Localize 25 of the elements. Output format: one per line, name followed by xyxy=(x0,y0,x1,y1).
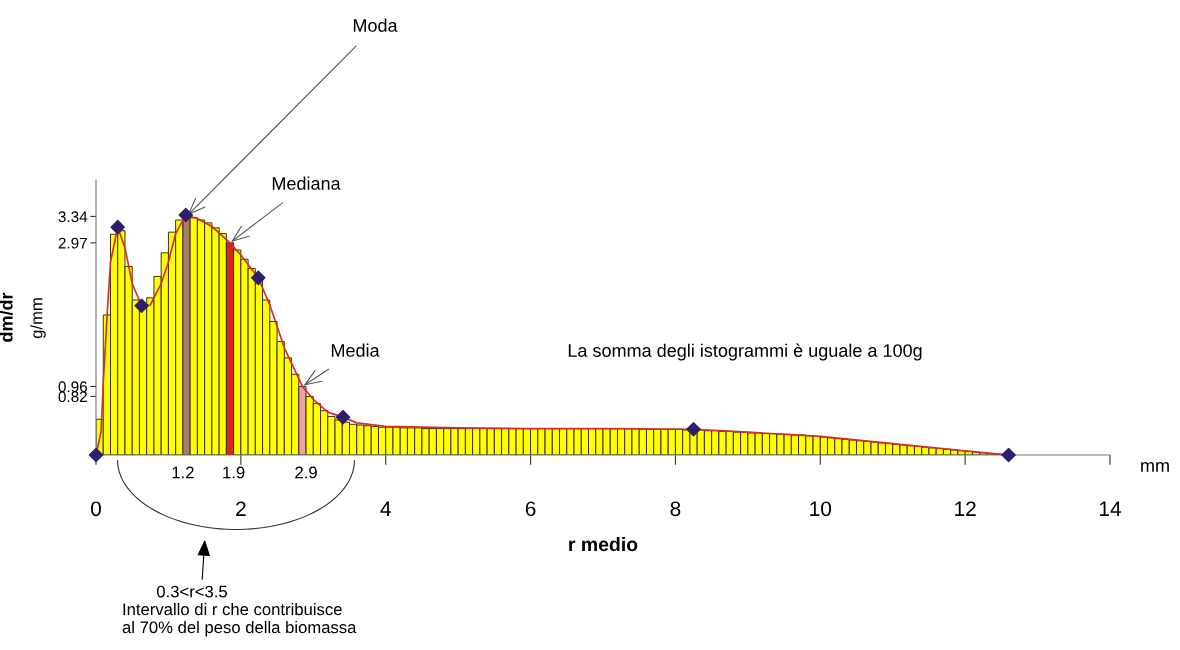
y-axis-title: dm/dr xyxy=(0,292,13,342)
y-tick-label: 0.82 xyxy=(58,391,87,403)
x-tick-label: 6 xyxy=(525,501,536,517)
annotation: 2.9 xyxy=(295,466,317,479)
x-tick-label: 4 xyxy=(380,501,391,516)
annotation: Mediana xyxy=(272,176,341,190)
text: g/mm xyxy=(30,298,46,339)
y-tick-label: 3.34 xyxy=(58,211,88,223)
x-tick-label: 12 xyxy=(955,501,976,516)
x-tick-label: 2 xyxy=(236,501,246,516)
annotation: Media xyxy=(331,343,380,357)
annotation: 1.9 xyxy=(223,466,245,479)
text: Intervallo di r che contribuisce al 70% del peso della biomassa xyxy=(122,603,357,637)
annotation: 1.2 xyxy=(172,466,194,479)
y-tick-label: 0.96 xyxy=(58,381,87,393)
x-axis-title: r medio xyxy=(569,536,638,552)
text: 0.3<r<3.5 xyxy=(156,585,227,598)
x-tick-label: 10 xyxy=(810,501,832,517)
text: mm xyxy=(1141,461,1169,472)
y-tick-label: 2.97 xyxy=(58,237,87,249)
annotation: Moda xyxy=(353,18,398,32)
x-tick-label: 14 xyxy=(1100,501,1121,516)
x-tick-label: 8 xyxy=(670,501,681,517)
x-tick-label: 0 xyxy=(91,501,101,517)
annotation: La somma degli istogrammi è uguale a 100g xyxy=(568,343,922,361)
